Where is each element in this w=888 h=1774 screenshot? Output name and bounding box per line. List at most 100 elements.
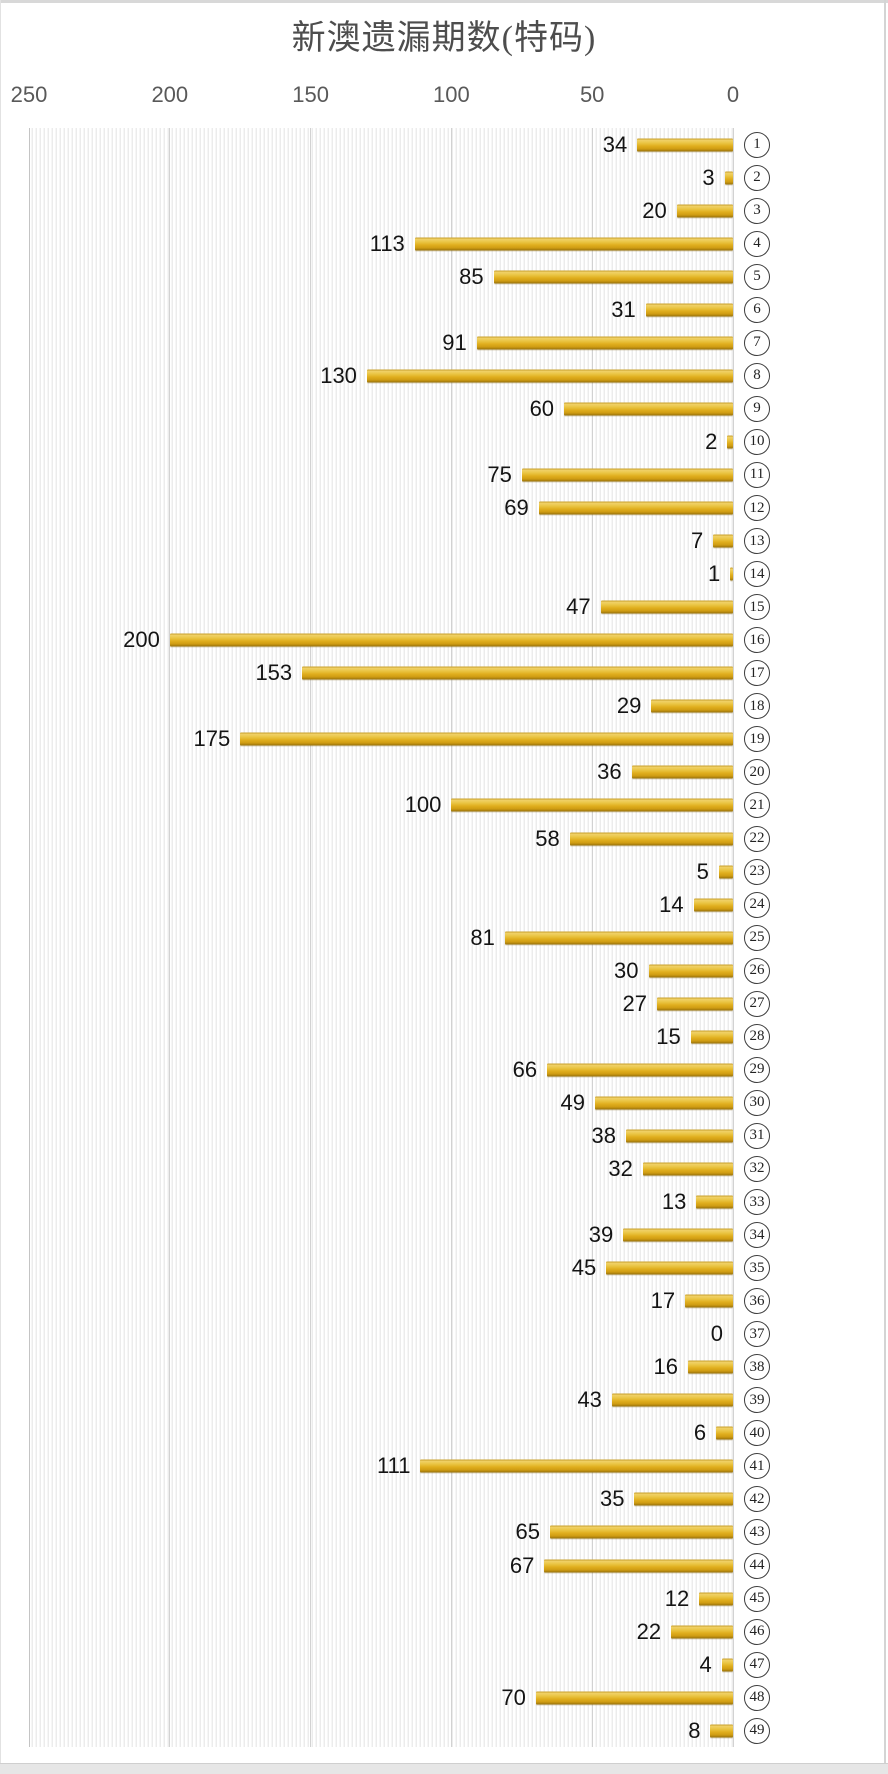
category-badge: 13	[744, 528, 770, 555]
category-row: 12	[733, 492, 781, 525]
gridline	[450, 128, 452, 1747]
category-badge: 40	[744, 1420, 770, 1447]
bar-row: 8	[29, 1714, 733, 1747]
value-label: 175	[193, 726, 231, 752]
top-edge-strip	[0, 0, 888, 3]
category-row: 44	[733, 1549, 781, 1582]
bar-row: 70	[29, 1681, 733, 1714]
bar	[626, 1129, 733, 1143]
bar-row: 43	[29, 1384, 733, 1417]
category-badge: 46	[744, 1618, 770, 1645]
bar	[549, 1525, 733, 1539]
bar	[538, 501, 733, 515]
value-label: 31	[611, 296, 636, 322]
value-label: 60	[529, 395, 555, 421]
bar-row: 22	[29, 1615, 733, 1648]
category-badge: 26	[744, 957, 770, 984]
value-label: 65	[515, 1519, 540, 1545]
category-badge: 32	[744, 1155, 770, 1182]
category-row: 20	[733, 756, 781, 789]
category-row: 47	[733, 1648, 781, 1681]
bar	[611, 1393, 733, 1407]
bar	[606, 1261, 733, 1275]
bar-row: 3	[29, 161, 733, 194]
value-label: 153	[255, 660, 293, 686]
category-row: 16	[733, 624, 781, 657]
value-label: 7	[691, 528, 704, 554]
category-row: 17	[733, 657, 781, 690]
category-row: 25	[733, 921, 781, 954]
category-badge: 43	[744, 1519, 770, 1546]
bar-row: 39	[29, 1219, 733, 1252]
value-label: 47	[566, 594, 591, 620]
bar	[642, 1162, 733, 1176]
bar-row: 12	[29, 1582, 733, 1615]
bar	[648, 964, 733, 978]
value-label: 81	[470, 924, 495, 950]
value-label: 6	[693, 1420, 707, 1446]
value-label: 32	[608, 1155, 633, 1181]
value-label: 130	[320, 362, 357, 388]
value-label: 35	[599, 1486, 625, 1512]
bar	[693, 898, 733, 912]
category-badge: 30	[744, 1089, 770, 1116]
category-row: 34	[733, 1219, 781, 1252]
bar-row: 75	[29, 458, 733, 491]
bar-row: 5	[29, 855, 733, 888]
category-column: 1 2 3 4 5 6 7 8 9 10 11 12 13 14 15 16 17 18 19 20 21 22 23 24 2…	[733, 128, 781, 1747]
category-badge: 45	[744, 1585, 770, 1612]
value-label: 38	[591, 1122, 616, 1148]
bar-row: 4	[29, 1648, 733, 1681]
bar-row: 60	[29, 392, 733, 425]
value-label: 15	[656, 1023, 681, 1049]
category-row: 35	[733, 1252, 781, 1285]
axis-tick-label: 200	[151, 82, 189, 107]
category-badge: 31	[744, 1122, 770, 1149]
category-badge: 15	[744, 594, 770, 621]
category-row: 18	[733, 690, 781, 723]
value-label: 5	[696, 858, 709, 884]
bar-row: 200	[29, 624, 733, 657]
category-badge: 48	[744, 1684, 770, 1711]
value-label: 14	[659, 891, 684, 917]
value-label: 58	[535, 825, 560, 851]
category-badge: 5	[744, 263, 770, 290]
category-badge: 24	[744, 891, 770, 918]
category-badge: 37	[744, 1321, 770, 1348]
value-label: 29	[616, 693, 642, 719]
category-row: 28	[733, 1020, 781, 1053]
bar-row: 111	[29, 1450, 733, 1483]
axis-tick-label: 0	[726, 82, 740, 107]
category-row: 31	[733, 1119, 781, 1152]
axis-tick-label: 50	[579, 82, 605, 107]
bar-row: 58	[29, 822, 733, 855]
category-row: 23	[733, 855, 781, 888]
value-label: 8	[688, 1717, 701, 1743]
value-label: 85	[459, 263, 484, 289]
category-row: 38	[733, 1351, 781, 1384]
value-label: 91	[442, 329, 467, 355]
category-badge: 25	[744, 924, 770, 951]
category-badge: 19	[744, 726, 770, 753]
category-badge: 20	[744, 759, 770, 786]
category-badge: 49	[744, 1717, 770, 1744]
bar-row: 7	[29, 525, 733, 558]
bar-row: 31	[29, 293, 733, 326]
category-badge: 34	[744, 1222, 770, 1249]
bar	[634, 1492, 733, 1506]
value-label: 12	[664, 1585, 690, 1611]
value-label: 43	[577, 1387, 602, 1413]
value-label: 39	[588, 1222, 614, 1248]
category-row: 39	[733, 1384, 781, 1417]
value-label: 49	[560, 1089, 586, 1115]
value-label: 34	[602, 131, 628, 157]
bar	[645, 303, 733, 317]
bar	[656, 997, 733, 1011]
bar-row: 35	[29, 1483, 733, 1516]
bar-row: 30	[29, 954, 733, 987]
bar-row: 69	[29, 492, 733, 525]
category-row: 22	[733, 822, 781, 855]
bar	[690, 1030, 733, 1044]
bar-row: 130	[29, 359, 733, 392]
category-badge: 33	[744, 1189, 770, 1216]
